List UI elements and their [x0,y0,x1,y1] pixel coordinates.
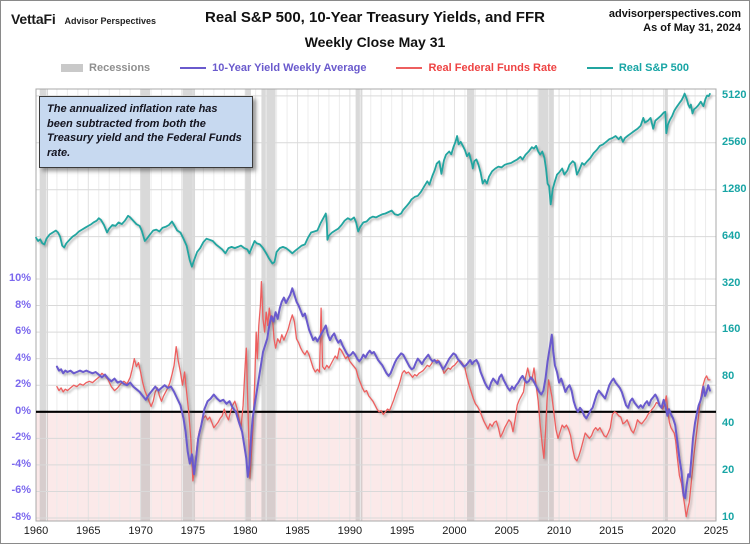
line-swatch-icon [396,66,423,70]
right-axis-tick: 20 [722,464,735,477]
vettafi-logo-text: VettaFi [11,11,56,27]
right-axis-tick: 1280 [722,182,747,195]
legend-label: 10-Year Yield Weekly Average [212,62,367,74]
x-axis-tick: 2005 [494,525,519,537]
left-axis-tick: 10% [8,272,31,284]
left-axis-tick: -2% [11,431,31,444]
recession-band [39,89,49,521]
right-axis-tick: 320 [722,276,741,289]
x-axis-tick: 1975 [180,525,206,537]
chart-title: Real S&P 500, 10-Year Treasury Yields, a… [205,9,545,26]
annotation-text: The annualized inflation rate has been s… [47,103,242,159]
series-line-real-federal-funds-rate [56,281,711,518]
left-axis-tick: 0% [15,404,31,417]
annotation-box: The annualized inflation rate has been s… [39,96,253,168]
x-axis-tick: 1960 [23,525,49,537]
left-axis-tick: 6% [15,325,31,338]
right-axis-tick: 5120 [722,88,747,101]
x-axis-tick: 1995 [389,525,415,537]
left-axis-tick: -6% [11,484,31,497]
recession-band [140,89,151,521]
x-axis-tick: 1965 [76,525,101,537]
legend-item-real-federal-funds-rate: Real Federal Funds Rate [396,62,557,74]
x-axis-tick: 2020 [651,525,676,537]
left-axis-tick: 4% [15,351,31,364]
plot-border [35,88,717,522]
as-of-date: As of May 31, 2024 [643,22,741,35]
x-axis-tick: 1985 [285,525,310,537]
legend-item-real-s-p-500: Real S&P 500 [586,62,689,74]
recession-band [467,89,475,521]
right-axis-tick: 40 [722,417,735,430]
x-axis-tick: 1980 [232,525,258,537]
x-axis-tick: 2010 [546,525,572,537]
x-axis-tick: 1990 [337,525,363,537]
right-axis-tick: 80 [722,370,735,383]
source-block: advisorperspectives.com As of May 31, 20… [609,7,741,36]
vettafi-logo: VettaFi Advisor Perspectives [11,11,156,27]
x-axis-tick: 2015 [599,525,624,537]
recession-swatch-icon [61,64,84,72]
advisor-perspectives-logo-text: Advisor Perspectives [64,16,157,26]
x-axis-tick: 1970 [128,525,153,537]
negative-rate-zone [36,411,716,521]
recession-band [664,89,668,521]
right-axis-tick: 10 [722,511,735,523]
recession-band [181,89,196,521]
series-line-real-s-p-500 [35,92,711,268]
left-axis-tick: -4% [11,457,31,470]
line-swatch-icon [180,66,207,70]
right-axis-tick: 640 [722,229,741,242]
chart-legend: Recessions 10-Year Yield Weekly Average Re… [1,62,749,74]
left-axis-tick: 2% [15,378,31,391]
legend-item-10-year-yield-weekly-average: 10-Year Yield Weekly Average [180,62,366,74]
legend-label: Recessions [89,62,151,74]
legend-item-recessions: Recessions [61,62,150,74]
recession-band [355,89,363,521]
left-axis-tick: 8% [15,298,31,311]
x-axis-tick: 2000 [442,525,467,537]
series-line-10-year-yield-weekly-average [55,287,711,500]
left-axis-tick: -8% [11,511,31,524]
legend-label: Real Federal Funds Rate [428,62,557,74]
legend-label: Real S&P 500 [618,62,689,74]
line-swatch-icon [586,66,613,70]
x-axis-tick: 2025 [703,525,729,537]
chart-subtitle: Weekly Close May 31 [304,34,446,50]
right-axis-tick: 2560 [722,135,747,148]
recession-band [245,89,251,521]
source-site: advisorperspectives.com [608,8,741,20]
recession-band [261,89,276,521]
right-axis-tick: 160 [722,323,741,336]
